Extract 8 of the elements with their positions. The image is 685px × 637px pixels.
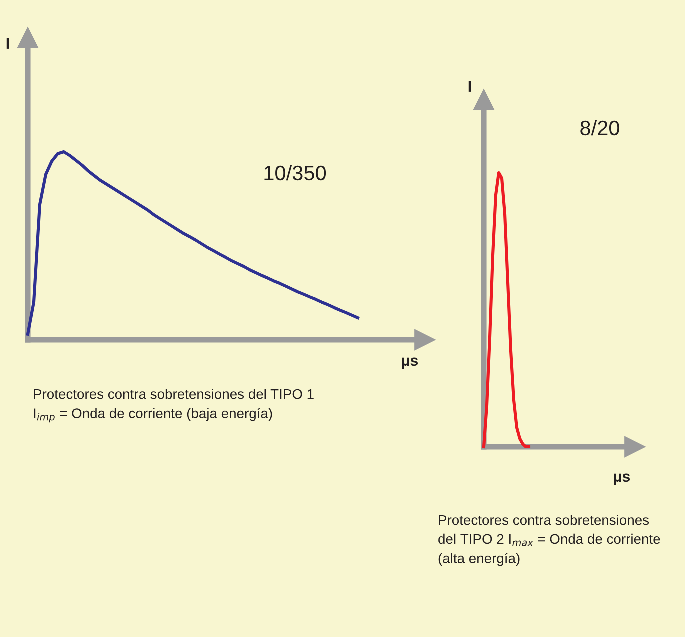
text: Protectores contra sobretensiones del TIPO 2 I$_{max}$ = Onda de corriente (alta energía) xyxy=(438,515,660,566)
text: 8/20 xyxy=(580,120,620,136)
y-axis-title: I xyxy=(6,38,10,49)
text: Protectores contra sobretensiones del TIPO 1 I$_{imp}$ = Onda de corriente (baja energía) xyxy=(34,389,314,423)
annotation: 10/350 xyxy=(264,165,326,181)
x-axis-title: µs xyxy=(402,358,418,370)
y-axis-title: I xyxy=(468,81,472,92)
x-axis-title: µs xyxy=(614,474,630,486)
